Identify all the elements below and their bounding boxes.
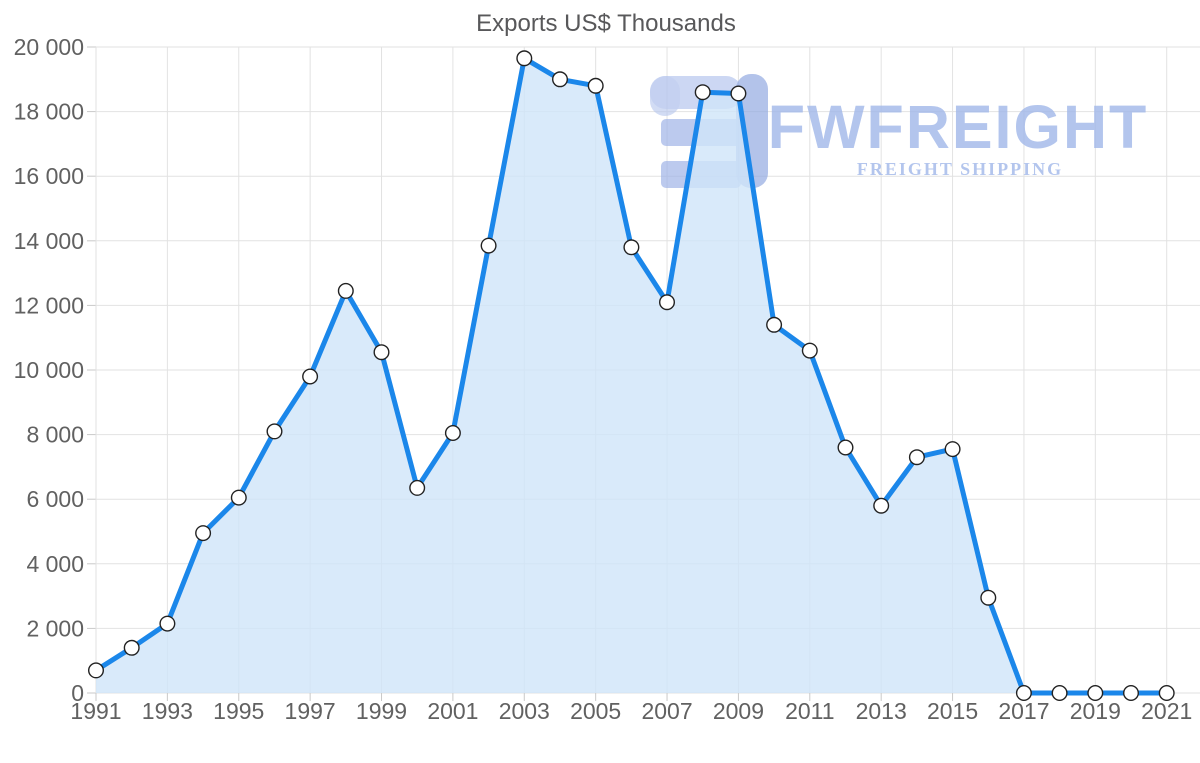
- y-axis-label: 10 000: [14, 357, 84, 383]
- data-point-1992[interactable]: [123, 639, 140, 656]
- data-point-1997[interactable]: [302, 368, 319, 385]
- watermark-brand: FWFREIGHT: [768, 93, 1149, 161]
- data-point-1993[interactable]: [159, 615, 176, 632]
- data-point-2007[interactable]: [659, 294, 676, 311]
- data-point-2009[interactable]: [730, 85, 747, 102]
- data-point-2021[interactable]: [1158, 685, 1175, 702]
- x-axis-label: 2019: [1070, 698, 1121, 724]
- watermark: FWFREIGHT FREIGHT SHIPPING: [650, 74, 1149, 188]
- data-point-1994[interactable]: [195, 525, 212, 542]
- data-point-1999[interactable]: [373, 344, 390, 361]
- data-point-2020[interactable]: [1122, 685, 1139, 702]
- data-point-2008[interactable]: [694, 84, 711, 101]
- axis-layer: 0 2 000 4 000 6 000 8 000 10 000 12 000 14 000 1…: [14, 34, 1193, 724]
- data-point-2015[interactable]: [944, 441, 961, 458]
- data-point-2011[interactable]: [801, 342, 818, 359]
- data-point-2006[interactable]: [623, 239, 640, 256]
- data-point-2017[interactable]: [1015, 685, 1032, 702]
- y-axis-label: 16 000: [14, 163, 84, 189]
- x-axis-label: 1993: [142, 698, 193, 724]
- data-point-2016[interactable]: [980, 589, 997, 606]
- data-point-2005[interactable]: [587, 77, 604, 94]
- y-axis-label: 2 000: [26, 615, 84, 641]
- data-point-2019[interactable]: [1087, 685, 1104, 702]
- y-axis-label: 0: [71, 680, 84, 706]
- x-axis-label: 2001: [427, 698, 478, 724]
- x-axis-label: 2003: [499, 698, 550, 724]
- y-axis-label: 18 000: [14, 99, 84, 125]
- x-axis-label: 1995: [213, 698, 264, 724]
- x-axis-label: 2013: [856, 698, 907, 724]
- x-axis-label: 2007: [641, 698, 692, 724]
- data-point-2012[interactable]: [837, 439, 854, 456]
- data-point-2003[interactable]: [516, 50, 533, 67]
- x-axis-label: 1991: [70, 698, 121, 724]
- series-layer: [87, 50, 1175, 702]
- data-point-1996[interactable]: [266, 423, 283, 440]
- watermark-tagline: FREIGHT SHIPPING: [857, 159, 1063, 179]
- x-axis-label: 2017: [998, 698, 1049, 724]
- data-point-2018[interactable]: [1051, 685, 1068, 702]
- data-point-2014[interactable]: [908, 449, 925, 466]
- x-axis-label: 2011: [785, 698, 834, 724]
- data-point-2004[interactable]: [552, 71, 569, 88]
- y-axis-label: 6 000: [26, 486, 84, 512]
- x-axis-label: 2005: [570, 698, 621, 724]
- data-point-2001[interactable]: [444, 425, 461, 442]
- x-axis-label: 2009: [713, 698, 764, 724]
- x-axis-label: 1999: [356, 698, 407, 724]
- y-axis-label: 12 000: [14, 292, 84, 318]
- x-axis-label: 2021: [1141, 698, 1192, 724]
- series-area: [96, 58, 1167, 694]
- y-axis-label: 8 000: [26, 422, 84, 448]
- data-point-2010[interactable]: [766, 316, 783, 333]
- y-axis-label: 14 000: [14, 228, 84, 254]
- data-point-1995[interactable]: [230, 489, 247, 506]
- chart-title: Exports US$ Thousands: [476, 10, 736, 37]
- data-point-2002[interactable]: [480, 237, 497, 254]
- y-axis-label: 4 000: [26, 551, 84, 577]
- y-axis-label: 20 000: [14, 34, 84, 60]
- data-point-2000[interactable]: [409, 479, 426, 496]
- x-axis-label: 2015: [927, 698, 978, 724]
- data-point-2013[interactable]: [873, 497, 890, 514]
- x-axis-label: 1997: [285, 698, 336, 724]
- data-point-1991[interactable]: [87, 662, 104, 679]
- data-point-1998[interactable]: [337, 282, 354, 299]
